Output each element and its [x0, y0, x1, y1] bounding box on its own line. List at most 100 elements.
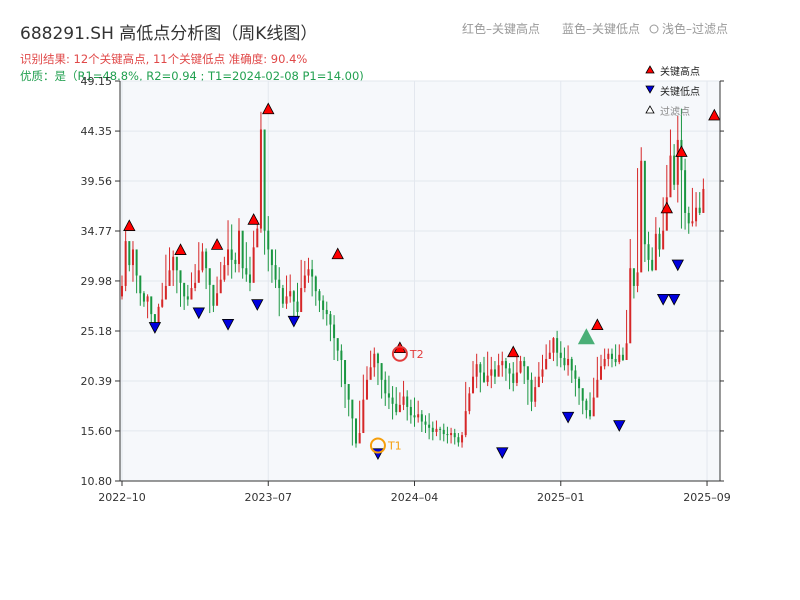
candle-body [340, 350, 343, 361]
candle-body [384, 379, 387, 394]
candle-body [362, 399, 365, 434]
candle-body [475, 364, 478, 377]
candle-body [530, 379, 533, 402]
candle-body [333, 324, 336, 339]
y-ticks: 10.80 15.60 20.39 25.18 29.98 34.77 39.56 44.35… [81, 75, 724, 488]
x-ticks: 2022–10 2023–07 2024–04 2025–01 2025–09 [98, 481, 731, 504]
candle-body [468, 393, 471, 412]
key-low-marker [148, 322, 162, 334]
key-high-marker [708, 108, 721, 121]
candle-body [614, 358, 617, 363]
candle-body [241, 230, 244, 269]
candle-body [296, 301, 299, 313]
candle-body [219, 279, 222, 294]
x-tick-label: 2023–07 [245, 491, 293, 504]
candle-body [289, 291, 292, 297]
candle-body [194, 282, 197, 289]
candle-body [329, 314, 332, 325]
candle-body [234, 259, 237, 265]
candle-body [431, 427, 434, 432]
candle-body [461, 435, 464, 443]
key-high-marker [262, 102, 275, 115]
candle-body [263, 129, 266, 231]
candle-body [128, 241, 131, 266]
candle-body [592, 397, 595, 417]
candle-body [142, 293, 145, 302]
candle-body [373, 353, 376, 368]
candle-body [259, 129, 262, 229]
candle-body [541, 369, 544, 377]
candle-body [599, 366, 602, 380]
chart-title: 688291.SH 高低点分析图（周K线图） [20, 24, 317, 44]
candle-body [205, 251, 208, 269]
candle-body [358, 433, 361, 444]
candle-body [387, 393, 390, 398]
candle-body [190, 288, 193, 300]
candle-body [482, 372, 485, 382]
key-high-marker [210, 238, 224, 250]
candle-body [153, 314, 156, 323]
legend-low-marker [645, 85, 655, 94]
candle-body [322, 300, 325, 310]
candle-body [139, 275, 142, 294]
candle-body [409, 406, 412, 416]
candle-body [435, 428, 438, 432]
candle-body [574, 370, 577, 379]
candle-body [369, 367, 372, 380]
candle-body [581, 388, 584, 401]
candle-body [654, 233, 657, 271]
candle-body [223, 265, 226, 280]
candle-body [658, 233, 661, 250]
candle-body [376, 353, 379, 364]
subtitle-quality: 优质：是（R1=48.8%, R2=0.94 ; T1=2024-02-08 P… [20, 69, 364, 83]
candle-body [197, 270, 200, 283]
candle-body [537, 376, 540, 388]
candle-body [380, 363, 383, 380]
x-tick-label: 2025–09 [683, 491, 731, 504]
candle-body [439, 428, 442, 430]
annotation-ring-t1 [369, 437, 386, 454]
candle-body [552, 338, 555, 353]
candle-body [669, 155, 672, 198]
x-tick-label: 2022–10 [98, 491, 146, 504]
candle-body [585, 400, 588, 411]
key-high-marker [123, 219, 136, 231]
candle-body [351, 399, 354, 419]
candle-body [406, 396, 409, 407]
legend-high-label: 关键高点 [660, 65, 700, 78]
annotations: T1 T2 [369, 345, 424, 454]
candle-body [172, 256, 175, 271]
candle-body [610, 353, 613, 359]
candle-body [303, 275, 306, 289]
candle-body [698, 207, 701, 213]
filtered-marker [577, 328, 595, 345]
candle-body [336, 338, 339, 351]
candle-body [292, 291, 295, 302]
legend: 关键高点 关键低点 过滤点 [645, 65, 700, 118]
candle-body [512, 373, 515, 383]
candle-body [625, 343, 628, 361]
candle-body [420, 414, 423, 422]
candle-body [256, 228, 259, 248]
candle-body [300, 288, 303, 313]
key-low-marker [287, 315, 301, 328]
key-high-marker [507, 345, 520, 358]
candle-body [629, 268, 632, 344]
y-tick-label: 25.18 [81, 325, 113, 338]
subtitle-result: 识别结果: 12个关键高点, 11个关键低点 准确度: 90.4% [20, 52, 307, 66]
header-legend-light-marker [649, 24, 659, 34]
candle-body [676, 139, 679, 185]
candle-body [453, 433, 456, 438]
candle-body [545, 358, 548, 370]
candle-body [124, 241, 127, 286]
candle-body [186, 296, 189, 300]
key-low-marker [192, 307, 205, 320]
candle-body [486, 375, 489, 382]
candle-body [589, 410, 592, 417]
candle-body [563, 357, 566, 366]
candle-body [691, 221, 694, 224]
candle-body [636, 272, 639, 286]
candle-body [519, 361, 522, 373]
annotation-label-t1: T1 [387, 440, 402, 453]
candle-body [120, 285, 124, 297]
